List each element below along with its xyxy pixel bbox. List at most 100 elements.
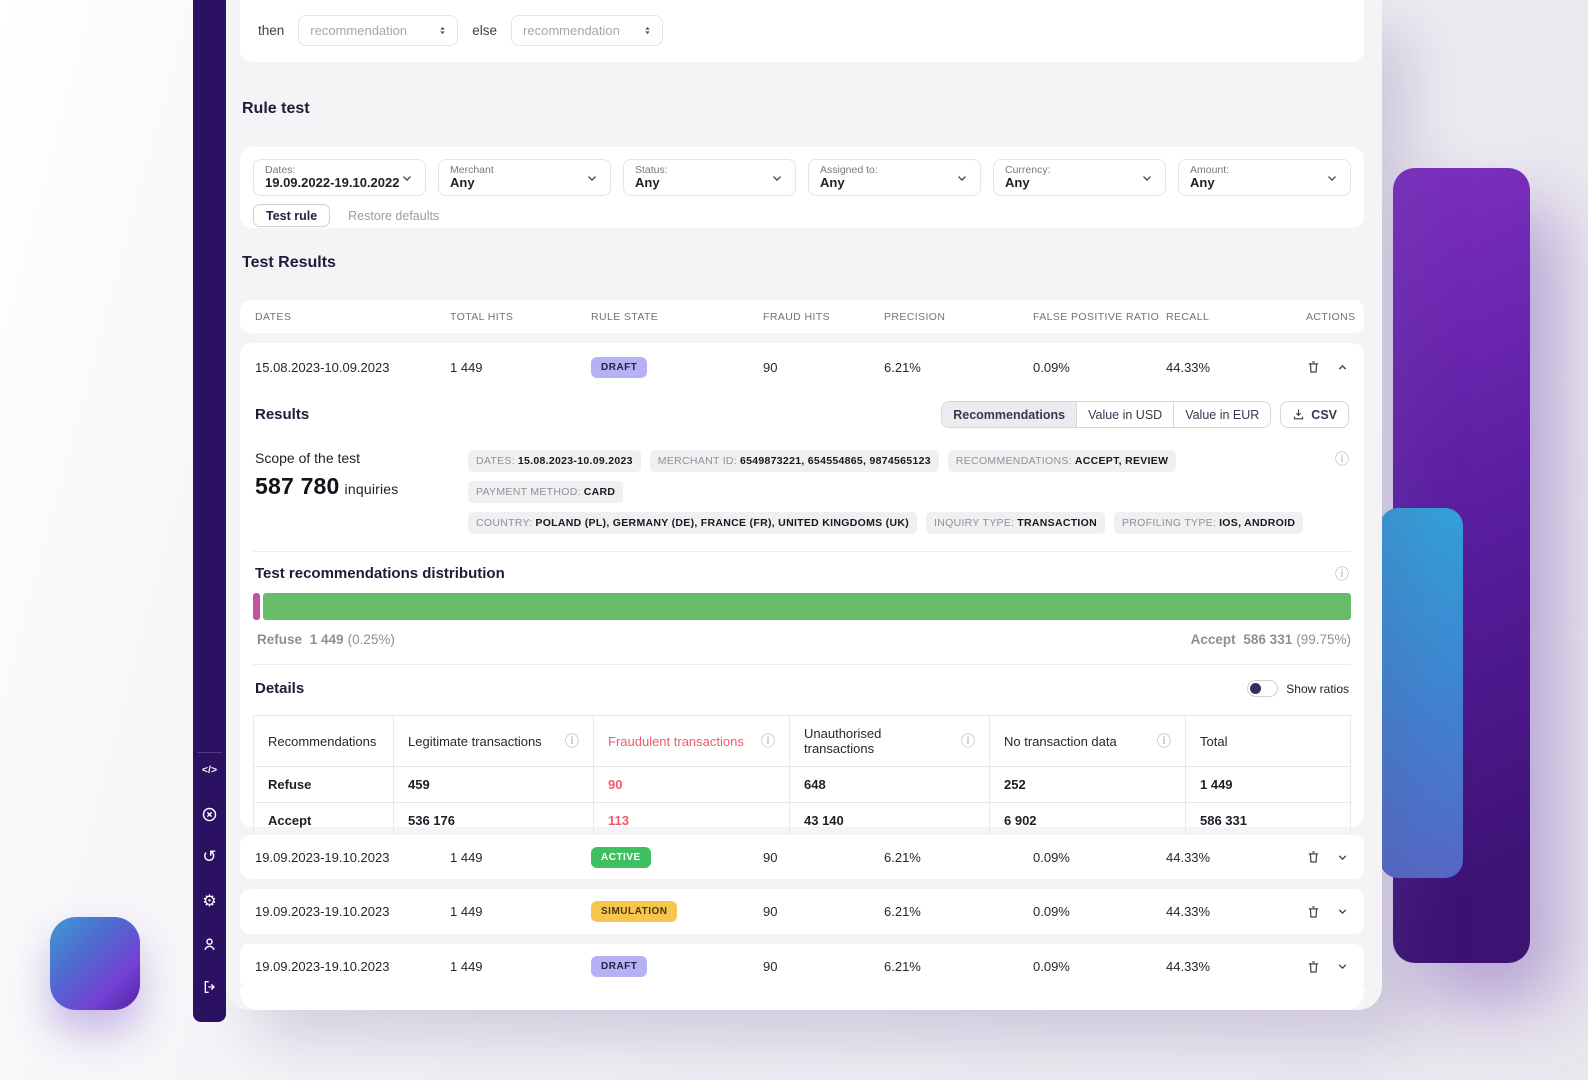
distribution-title: Test recommendations distribution [255,565,505,582]
info-icon[interactable]: ⓘ [1335,451,1349,467]
chevron-down-icon [773,175,781,181]
details-col-legitimate: Legitimate transactions ⓘ [393,715,594,767]
details-row-accept: Accept 536 176 113 43 140 6 902 586 331 [253,802,1351,839]
show-ratios-label: Show ratios [1286,681,1349,696]
expand-chevron-icon[interactable] [1336,851,1349,864]
scope-tag-merchant-id: MERCHANT ID: 6549873221, 654554865, 9874… [649,450,939,472]
row-fraud-hits: 90 [763,849,778,865]
table-row[interactable]: 19.09.2023-19.10.2023 1 449 ACTIVE 90 6.… [240,835,1364,879]
assigned-to-filter-select[interactable]: Assigned to: Any [808,159,981,196]
distribution-bar [253,593,1351,620]
row-precision: 6.21% [884,359,921,375]
results-heading: Results [255,406,310,423]
info-icon[interactable]: ⓘ [761,733,775,749]
amount-filter-select[interactable]: Amount: Any [1178,159,1351,196]
currency-filter-value: Any [1005,175,1030,191]
status-badge: SIMULATION [591,901,678,922]
scope-tag-inquiry-type: INQUIRY TYPE: TRANSACTION [926,512,1105,534]
csv-download-button[interactable]: CSV [1280,401,1349,428]
row-total-hits: 1 449 [450,359,483,375]
scope-label: Scope of the test [255,450,361,466]
results-view-tabs: Recommendations Value in USD Value in EU… [941,401,1272,428]
scope-tag-profiling-type: PROFILING TYPE: IOS, ANDROID [1114,512,1304,534]
panel-footer [240,987,1364,1010]
dates-filter-label: Dates: [265,164,296,176]
sidebar-separator [197,752,222,753]
table-row[interactable]: 19.09.2023-19.10.2023 1 449 DRAFT 90 6.2… [240,944,1364,989]
divider [253,664,1351,665]
expand-chevron-icon[interactable] [1336,960,1349,973]
chevron-down-icon [588,175,596,181]
row-dates: 19.09.2023-19.10.2023 [255,849,390,865]
status-filter-select[interactable]: Status: Any [623,159,796,196]
row-fraud-hits: 90 [763,959,778,974]
merchant-filter-label: Merchant [450,164,494,176]
amount-filter-value: Any [1190,175,1215,191]
row-total-hits: 1 449 [450,959,483,974]
expand-chevron-icon[interactable] [1336,905,1349,918]
details-title: Details [255,680,305,697]
user-icon[interactable] [193,929,226,959]
csv-label: CSV [1311,407,1337,422]
then-recommendation-select[interactable]: recommendation [298,14,459,46]
tab-value-in-usd[interactable]: Value in USD [1076,402,1174,427]
logout-icon[interactable] [193,972,226,1002]
stepper-icon [645,26,650,34]
info-icon[interactable]: ⓘ [961,733,975,749]
assigned-to-filter-value: Any [820,175,845,191]
row-fraud-hits: 90 [763,359,778,375]
tab-value-in-eur[interactable]: Value in EUR [1173,402,1271,427]
show-ratios-toggle[interactable]: Show ratios [1247,680,1349,697]
code-icon[interactable]: </> [201,764,218,776]
column-dates: DATES [255,310,292,323]
app-gradient-icon [50,917,140,1010]
info-icon[interactable]: ⓘ [1157,733,1171,749]
row-false-positive-ratio: 0.09% [1033,359,1070,375]
amount-filter-label: Amount: [1190,164,1230,176]
accept-distribution-label: Accept 586 331 (99.75%) [1190,632,1351,647]
details-col-total: Total [1185,715,1351,767]
status-badge: ACTIVE [591,846,651,868]
table-row[interactable]: 15.08.2023-10.09.2023 1 449 DRAFT 90 6.2… [253,343,1351,391]
column-total-hits: TOTAL HITS [450,310,514,323]
test-rule-button[interactable]: Test rule [253,204,331,227]
row-precision: 6.21% [884,904,921,919]
dates-filter-select[interactable]: Dates: 19.09.2022-19.10.2022 [253,159,426,196]
tab-recommendations[interactable]: Recommendations [942,402,1077,427]
column-recall: RECALL [1166,310,1210,323]
column-precision: PRECISION [884,310,946,323]
merchant-filter-select[interactable]: Merchant Any [438,159,611,196]
status-filter-value: Any [635,175,660,191]
settings-gear-icon[interactable]: ⚙ [202,893,217,910]
currency-filter-select[interactable]: Currency: Any [993,159,1166,196]
table-row[interactable]: 19.09.2023-19.10.2023 1 449 SIMULATION 9… [240,889,1364,934]
expanded-result-card: 15.08.2023-10.09.2023 1 449 DRAFT 90 6.2… [240,343,1364,875]
info-icon[interactable]: ⓘ [565,733,579,749]
rule-test-title: Rule test [242,100,310,117]
scope-tag-payment-method: PAYMENT METHOD: CARD [468,481,624,503]
details-col-recommendations: Recommendations [253,715,394,767]
row-dates: 15.08.2023-10.09.2023 [255,359,390,375]
column-rule-state: RULE STATE [591,310,659,323]
bug-report-icon[interactable] [193,799,226,829]
toggle-switch[interactable] [1247,680,1279,697]
delete-icon[interactable] [1306,849,1321,865]
status-badge: DRAFT [591,956,648,977]
details-row-refuse: Refuse 459 90 648 252 1 449 [253,766,1351,803]
row-recall: 44.33% [1166,959,1211,974]
history-icon[interactable]: ↺ [202,847,217,866]
delete-icon[interactable] [1306,359,1321,375]
row-fraud-hits: 90 [763,904,778,919]
else-recommendation-select[interactable]: recommendation [511,14,664,46]
else-label: else [472,22,498,38]
row-precision: 6.21% [884,849,921,865]
currency-filter-label: Currency: [1005,164,1051,176]
collapse-chevron-icon[interactable] [1336,361,1349,374]
delete-icon[interactable] [1306,959,1321,975]
info-icon[interactable]: ⓘ [1335,565,1349,582]
restore-defaults-link[interactable]: Restore defaults [348,208,440,223]
delete-icon[interactable] [1306,904,1321,920]
scope-tag-dates: DATES: 15.08.2023-10.09.2023 [468,450,641,472]
column-false-positive-ratio: FALSE POSITIVE RATIO [1033,310,1160,323]
else-recommendation-value: recommendation [523,22,620,38]
